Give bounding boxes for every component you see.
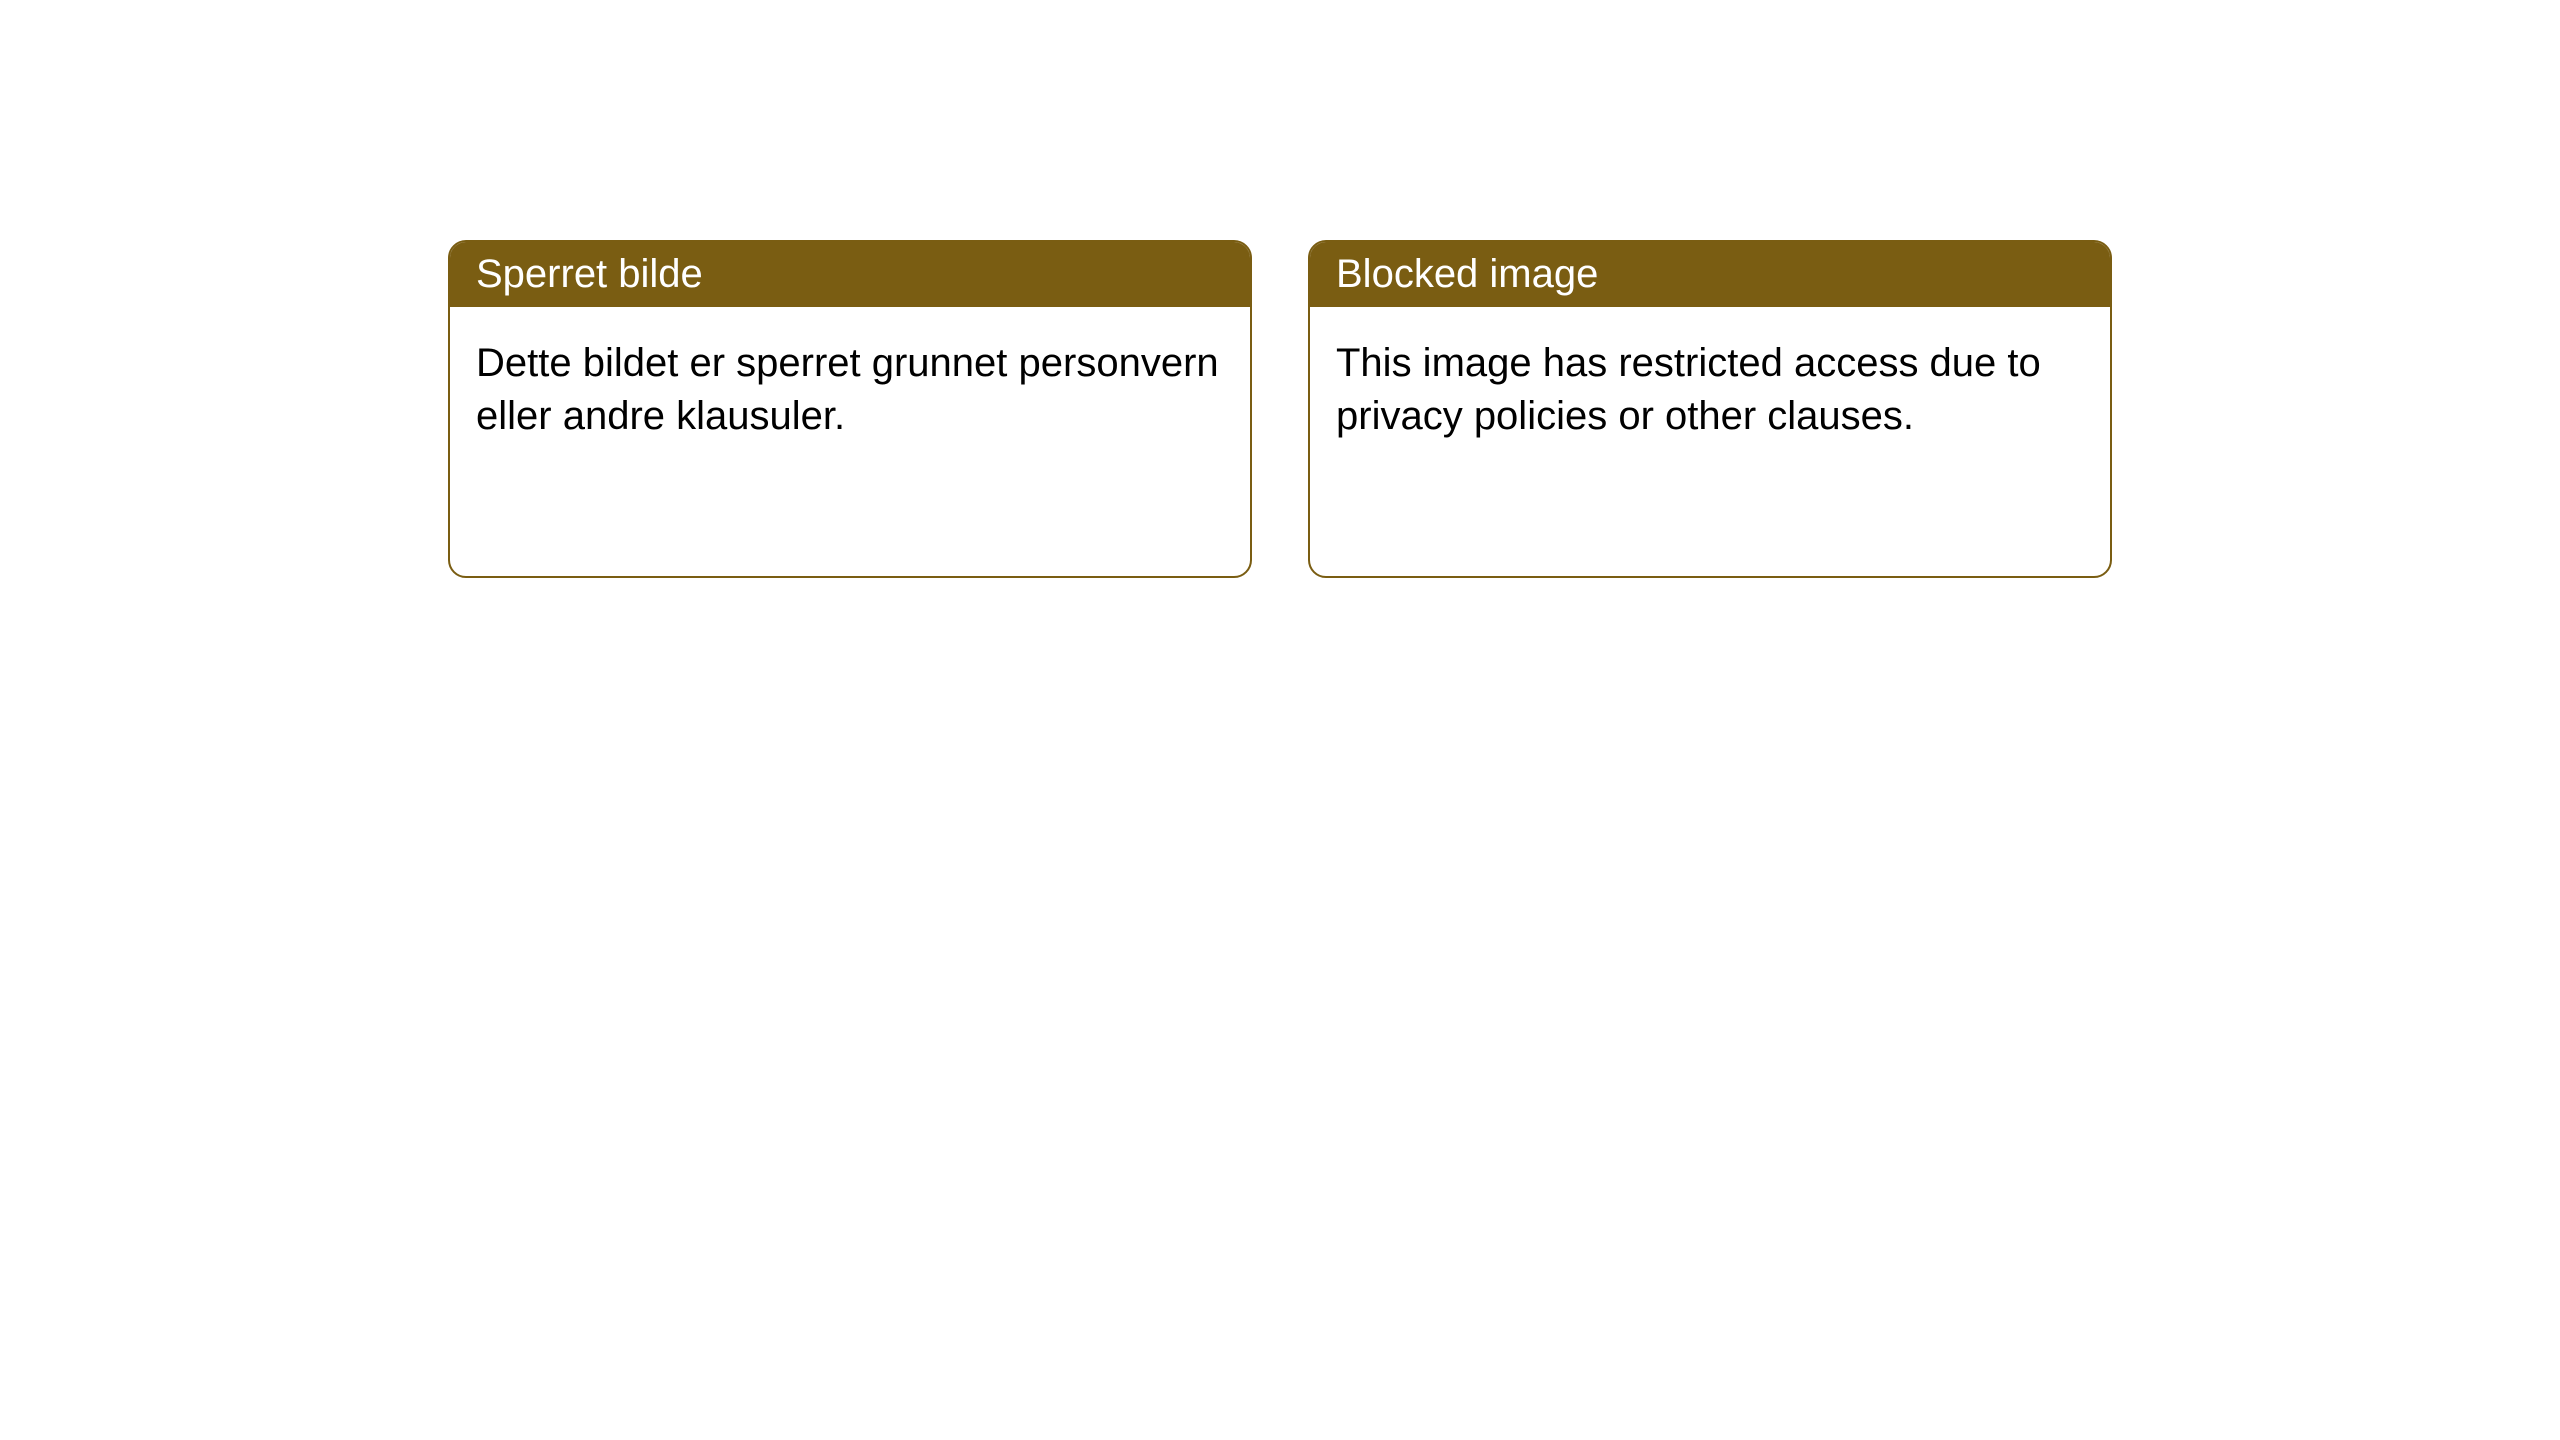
card-title: Sperret bilde: [476, 252, 703, 296]
card-title: Blocked image: [1336, 252, 1598, 296]
card-body: This image has restricted access due to …: [1310, 307, 2110, 473]
card-header: Sperret bilde: [450, 242, 1250, 307]
notice-card-english: Blocked image This image has restricted …: [1308, 240, 2112, 578]
card-message: Dette bildet er sperret grunnet personve…: [476, 341, 1219, 438]
notice-cards-container: Sperret bilde Dette bildet er sperret gr…: [0, 0, 2560, 578]
card-header: Blocked image: [1310, 242, 2110, 307]
card-body: Dette bildet er sperret grunnet personve…: [450, 307, 1250, 473]
card-message: This image has restricted access due to …: [1336, 341, 2041, 438]
notice-card-norwegian: Sperret bilde Dette bildet er sperret gr…: [448, 240, 1252, 578]
